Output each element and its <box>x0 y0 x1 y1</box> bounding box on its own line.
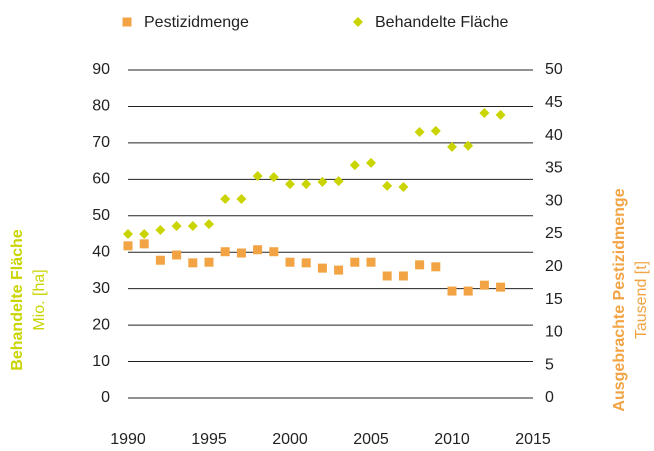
data-point <box>252 171 263 182</box>
y2-axis-title: Ausgebrachte Pestizidmenge <box>611 188 628 411</box>
y-tick-label: 0 <box>101 389 110 406</box>
data-point <box>382 271 392 281</box>
y2-tick-label: 15 <box>545 291 563 308</box>
y-tick-label: 20 <box>92 316 110 333</box>
data-point <box>204 257 214 267</box>
x-tick-label: 1995 <box>191 431 227 448</box>
y2-tick-label: 40 <box>545 127 563 144</box>
y-tick-label: 40 <box>92 243 110 260</box>
y-tick-label: 90 <box>92 61 110 78</box>
data-point <box>366 257 376 267</box>
y-tick-label: 60 <box>92 171 110 188</box>
data-point <box>139 229 150 239</box>
y2-tick-label: 30 <box>545 192 563 209</box>
y2-tick-label: 20 <box>545 258 563 275</box>
data-point <box>187 220 198 231</box>
data-point <box>334 265 344 275</box>
y-tick-label: 10 <box>92 353 110 370</box>
data-point <box>236 248 246 258</box>
data-point <box>188 258 198 268</box>
data-point <box>447 286 457 296</box>
x-tick-label: 1990 <box>110 431 146 448</box>
data-point <box>350 257 360 267</box>
y-tick-label: 50 <box>92 207 110 224</box>
y2-tick-label: 35 <box>545 160 563 177</box>
data-point <box>447 141 457 152</box>
data-point <box>398 271 408 281</box>
data-point <box>317 263 327 273</box>
legend-marker <box>353 17 363 27</box>
y-axis-unit: Mio. [ha] <box>31 269 48 330</box>
y-tick-label: 70 <box>92 134 110 151</box>
x-tick-label: 2015 <box>515 431 551 448</box>
x-tick-label: 2005 <box>353 431 389 448</box>
x-tick-label: 2000 <box>272 431 308 448</box>
data-point <box>123 229 133 239</box>
y-tick-label: 30 <box>92 280 110 297</box>
data-point <box>398 181 409 192</box>
data-point <box>171 220 182 231</box>
data-point <box>155 255 165 265</box>
y2-tick-label: 50 <box>545 61 563 78</box>
legend-label: Pestizidmenge <box>144 14 249 31</box>
y2-tick-label: 5 <box>545 356 554 373</box>
y2-tick-label: 10 <box>545 324 563 341</box>
y-axis-title: Behandelte Fläche <box>9 229 26 370</box>
data-point <box>479 108 490 119</box>
data-point <box>496 282 506 292</box>
y2-tick-label: 25 <box>545 225 563 242</box>
data-point <box>204 219 214 230</box>
data-point <box>431 262 441 272</box>
y-tick-label: 80 <box>92 98 110 115</box>
x-tick-label: 2010 <box>434 431 470 448</box>
data-point <box>301 258 311 268</box>
data-point <box>285 257 295 267</box>
data-point <box>285 179 295 190</box>
data-point <box>333 176 344 187</box>
data-point <box>220 247 230 257</box>
data-point <box>268 172 279 183</box>
data-point <box>220 194 231 205</box>
y2-axis-unit: Tausend [t] <box>633 261 650 339</box>
data-point <box>123 241 133 251</box>
data-point <box>366 157 376 168</box>
data-point <box>479 280 489 290</box>
data-point <box>349 160 360 171</box>
data-point <box>236 194 247 205</box>
y2-tick-label: 0 <box>545 389 554 406</box>
data-point <box>301 179 312 190</box>
data-point <box>139 239 149 249</box>
data-point <box>415 260 425 270</box>
data-point <box>172 250 182 260</box>
data-point <box>253 245 263 255</box>
data-point <box>463 140 474 151</box>
data-point <box>463 286 473 296</box>
data-point <box>269 247 279 257</box>
data-point <box>317 176 328 187</box>
y2-tick-label: 45 <box>545 94 563 111</box>
legend-marker <box>122 17 132 27</box>
data-point <box>155 224 166 235</box>
data-point <box>382 180 393 191</box>
data-point <box>495 109 506 120</box>
legend-label: Behandelte Fläche <box>375 14 509 31</box>
data-point <box>414 126 425 137</box>
data-point <box>430 125 441 136</box>
